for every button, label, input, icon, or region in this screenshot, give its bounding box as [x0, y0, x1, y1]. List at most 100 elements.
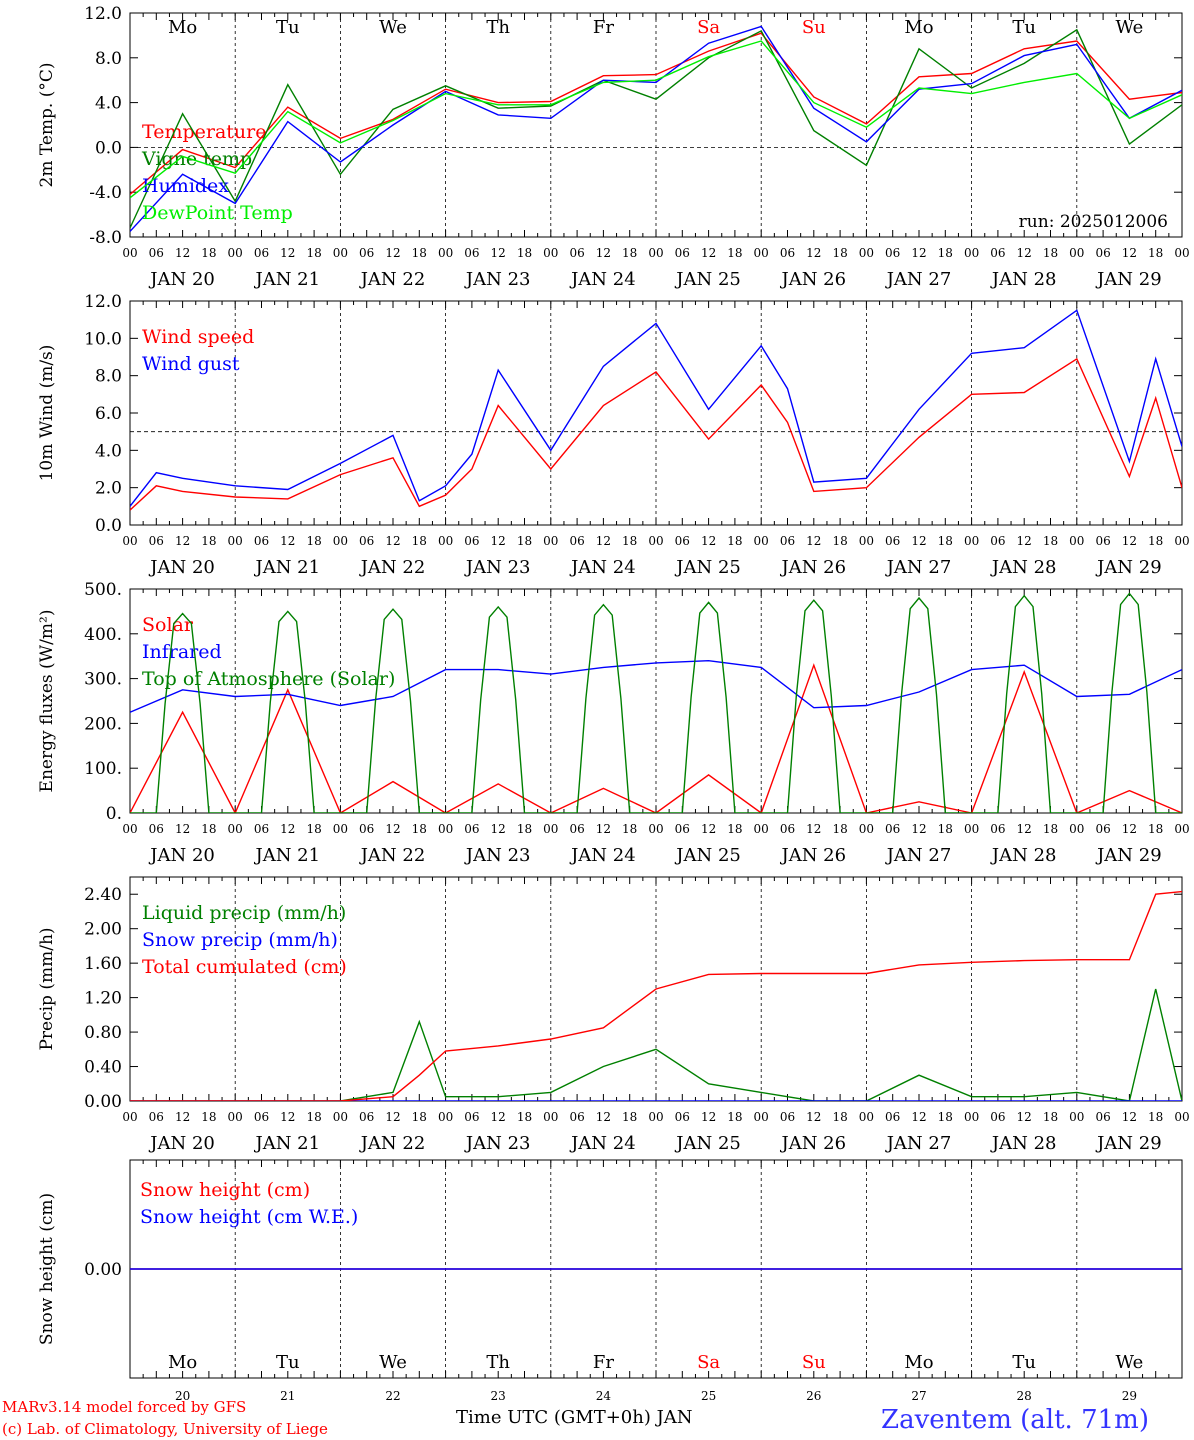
y-tick-label: 1.60	[84, 954, 122, 974]
hour-label: 18	[727, 1110, 742, 1124]
day-number: 29	[1122, 1389, 1137, 1403]
y-tick-label: 400.	[84, 625, 122, 645]
day-number: 23	[491, 1389, 506, 1403]
hour-label: 00	[964, 1110, 979, 1124]
legend-entry: Snow height (cm W.E.)	[140, 1206, 358, 1228]
hour-label: 00	[1069, 1110, 1084, 1124]
hour-label: 12	[385, 822, 400, 836]
day-abbr: Tu	[276, 1352, 300, 1373]
hour-label: 06	[569, 534, 584, 548]
hour-label: 18	[832, 534, 847, 548]
day-abbr: We	[1116, 17, 1144, 38]
date-label: JAN 20	[148, 845, 215, 866]
hour-label: 18	[201, 822, 216, 836]
hour-label: 12	[701, 246, 716, 260]
y-axis-label: Precip (mm/h)	[37, 927, 57, 1050]
day-abbr: Fr	[593, 17, 614, 38]
hour-label: 06	[1095, 1110, 1110, 1124]
day-abbr: Su	[802, 17, 826, 38]
date-label: JAN 22	[359, 269, 426, 290]
date-label: JAN 20	[148, 269, 215, 290]
date-label: JAN 27	[885, 845, 952, 866]
hour-label: 12	[491, 822, 506, 836]
hour-label: 18	[938, 822, 953, 836]
legend-entry: Snow height (cm)	[140, 1179, 310, 1201]
y-tick-label: 200.	[84, 714, 122, 734]
hour-label: 18	[517, 246, 532, 260]
panels: 12.0 8.0 4.0 0.0 -4.0 -8.0 2m Temp. (°C) Temper…	[37, 4, 1190, 1403]
hour-label: 12	[280, 1110, 295, 1124]
hour-label: 06	[1095, 534, 1110, 548]
date-label: JAN 29	[1095, 845, 1162, 866]
hour-label: 00	[1069, 246, 1084, 260]
day-abbr: Th	[486, 17, 510, 38]
hour-label: 18	[938, 246, 953, 260]
hour-label: 12	[1122, 246, 1137, 260]
day-abbr: Sa	[697, 17, 720, 38]
legend-entry: Wind gust	[142, 353, 240, 375]
panel-3: 500. 400. 300. 200. 100. 0. Energy fluxes (W/m…	[37, 580, 1190, 866]
day-number: 25	[701, 1389, 716, 1403]
hour-label: 06	[885, 246, 900, 260]
hour-label: 18	[1148, 246, 1163, 260]
hour-label: 12	[491, 534, 506, 548]
date-label: JAN 26	[780, 1133, 847, 1154]
hour-label: 00	[438, 534, 453, 548]
hour-label: 06	[885, 822, 900, 836]
hour-label: 00	[648, 246, 663, 260]
date-label: JAN 26	[780, 557, 847, 578]
hour-label: 18	[1148, 534, 1163, 548]
hour-label: 12	[385, 534, 400, 548]
series-line-1	[130, 357, 1182, 511]
date-label: JAN 26	[780, 269, 847, 290]
hour-label: 12	[1017, 1110, 1032, 1124]
hour-label: 18	[832, 246, 847, 260]
y-tick-label: 0.00	[84, 1260, 122, 1280]
hour-label: 12	[806, 246, 821, 260]
y-tick-label: 6.0	[95, 404, 122, 424]
hour-label: 12	[701, 1110, 716, 1124]
hour-label: 06	[569, 822, 584, 836]
hour-label: 06	[359, 822, 374, 836]
legend-entry: Solar	[142, 614, 194, 636]
series-line-1	[130, 663, 1182, 813]
lab-credit: (c) Lab. of Climatology, University of L…	[2, 1420, 328, 1438]
y-tick-label: -4.0	[89, 183, 122, 203]
hour-label: 00	[543, 1110, 558, 1124]
hour-label: 00	[859, 246, 874, 260]
y-tick-label: 4.0	[95, 441, 122, 461]
y-tick-label: 12.0	[84, 4, 122, 24]
y-axis-label: Energy fluxes (W/m²)	[37, 610, 57, 793]
day-number: 26	[806, 1389, 821, 1403]
hour-label: 12	[806, 1110, 821, 1124]
day-abbr: We	[1116, 1352, 1144, 1373]
hour-label: 18	[412, 822, 427, 836]
day-abbr: Th	[486, 1352, 510, 1373]
legend-entry: DewPoint Temp	[142, 202, 293, 224]
hour-label: 06	[359, 1110, 374, 1124]
hour-label: 18	[412, 534, 427, 548]
date-label: JAN 21	[254, 1133, 321, 1154]
hour-label: 06	[990, 534, 1005, 548]
hour-label: 00	[648, 534, 663, 548]
hour-label: 00	[648, 1110, 663, 1124]
hour-label: 00	[1069, 534, 1084, 548]
hour-label: 18	[1043, 1110, 1058, 1124]
hour-label: 06	[675, 822, 690, 836]
series-line-2	[130, 309, 1182, 507]
hour-label: 06	[464, 534, 479, 548]
y-tick-label: 2.40	[84, 885, 122, 905]
hour-label: 12	[1122, 822, 1137, 836]
date-label: JAN 23	[464, 557, 531, 578]
hour-label: 06	[885, 1110, 900, 1124]
hour-label: 12	[596, 1110, 611, 1124]
panel-frame	[129, 588, 1183, 814]
date-label: JAN 27	[885, 1133, 952, 1154]
date-label: JAN 22	[359, 557, 426, 578]
hour-label: 12	[175, 822, 190, 836]
hour-label: 12	[596, 822, 611, 836]
day-abbr: Sa	[697, 1352, 720, 1373]
station-label: Zaventem (alt. 71m)	[881, 1405, 1149, 1435]
hour-label: 06	[254, 822, 269, 836]
hour-label: 12	[911, 822, 926, 836]
